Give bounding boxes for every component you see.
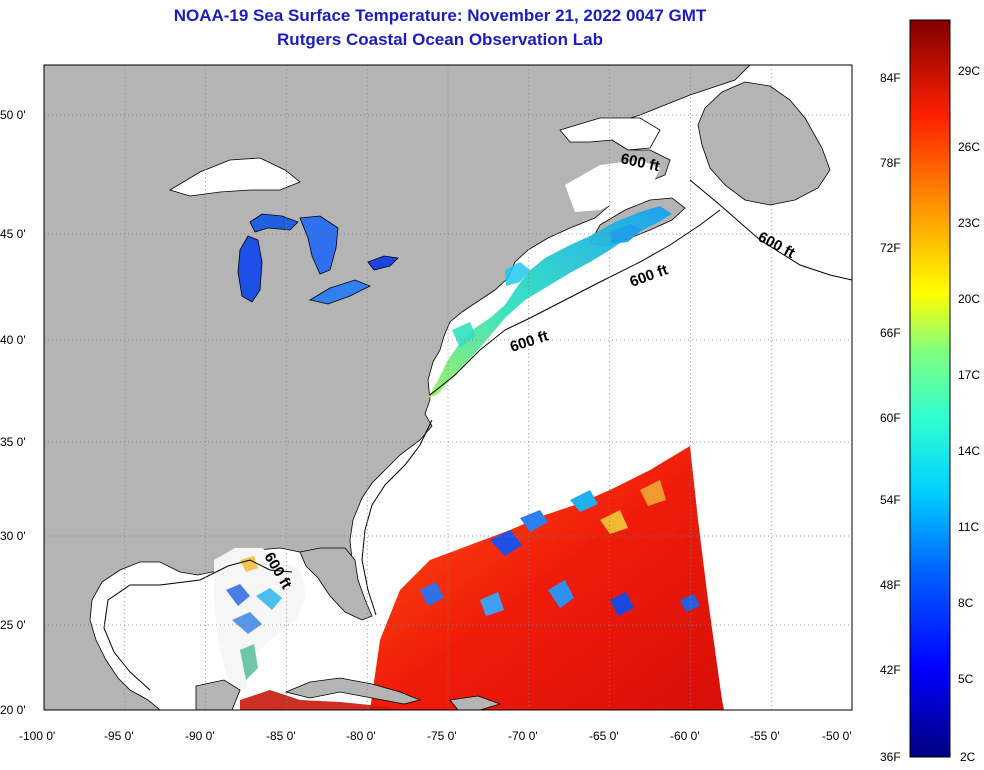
fahrenheit-label: 78F bbox=[880, 156, 901, 170]
lon-label: -60 0' bbox=[670, 729, 700, 743]
lat-label: 40 0' bbox=[0, 333, 26, 347]
celsius-label: 8C bbox=[958, 596, 974, 610]
fahrenheit-label: 42F bbox=[880, 663, 901, 677]
lon-label: -100 0' bbox=[19, 729, 55, 743]
hudson-bay-water bbox=[169, 157, 301, 197]
lon-label: -65 0' bbox=[589, 729, 619, 743]
fahrenheit-label: 48F bbox=[880, 578, 901, 592]
lon-label: -85 0' bbox=[266, 729, 296, 743]
gulf-sst bbox=[214, 548, 306, 690]
celsius-label: 17C bbox=[958, 368, 980, 382]
sst-colorbar bbox=[909, 19, 951, 758]
fahrenheit-label: 54F bbox=[880, 493, 901, 507]
celsius-label: 2C bbox=[960, 750, 976, 764]
lon-label: -70 0' bbox=[508, 729, 538, 743]
celsius-label: 20C bbox=[958, 292, 980, 306]
map-subtitle: Rutgers Coastal Ocean Observation Lab bbox=[277, 30, 603, 49]
celsius-label: 11C bbox=[958, 520, 979, 534]
cuba-land bbox=[284, 677, 422, 705]
map-frame bbox=[43, 64, 853, 711]
lat-label: 45 0' bbox=[0, 227, 26, 241]
st-lawrence-water bbox=[559, 117, 661, 151]
lon-label: -55 0' bbox=[750, 729, 780, 743]
colorbar-celsius-labels: 29C 26C 23C 20C 17C 14C 11C 8C 5C 2C bbox=[958, 64, 980, 764]
colorbar-fahrenheit-labels: 84F 78F 72F 66F 60F 54F 48F 42F 36F bbox=[880, 71, 901, 764]
yucatan-land bbox=[195, 679, 241, 710]
lat-label: 35 0' bbox=[0, 435, 26, 449]
atlantic-sst-swath bbox=[370, 446, 724, 710]
fahrenheit-label: 36F bbox=[880, 750, 901, 764]
fahrenheit-label: 66F bbox=[880, 326, 901, 340]
lon-label: -95 0' bbox=[104, 729, 134, 743]
celsius-label: 23C bbox=[958, 216, 980, 230]
caribbean-warm bbox=[240, 690, 400, 710]
fahrenheit-label: 60F bbox=[880, 411, 901, 425]
graticule bbox=[44, 65, 852, 710]
florida-land bbox=[299, 547, 373, 621]
coastal-sst bbox=[428, 206, 672, 398]
lon-label: -80 0' bbox=[346, 729, 376, 743]
lat-label: 50 0' bbox=[0, 108, 26, 122]
celsius-label: 14C bbox=[958, 444, 980, 458]
lon-axis: -100 0' -95 0' -90 0' -85 0' -80 0' -75 … bbox=[19, 729, 852, 743]
hispaniola-land bbox=[449, 695, 502, 710]
celsius-label: 29C bbox=[958, 64, 980, 78]
fahrenheit-label: 72F bbox=[880, 241, 901, 255]
lat-axis: 50 0' 45 0' 40 0' 35 0' 30 0' 25 0' 20 0… bbox=[0, 108, 26, 717]
celsius-label: 26C bbox=[958, 140, 980, 154]
lat-label: 20 0' bbox=[0, 703, 26, 717]
lon-label: -90 0' bbox=[185, 729, 215, 743]
lon-label: -75 0' bbox=[427, 729, 457, 743]
labrador-coast-water bbox=[565, 160, 660, 212]
map-title: NOAA-19 Sea Surface Temperature: Novembe… bbox=[173, 6, 707, 25]
lon-label: -50 0' bbox=[822, 729, 852, 743]
isobath-600ft bbox=[103, 179, 852, 691]
sst-cool-patches bbox=[420, 480, 700, 616]
great-lakes bbox=[237, 213, 399, 305]
fahrenheit-label: 84F bbox=[880, 71, 901, 85]
lat-label: 25 0' bbox=[0, 618, 26, 632]
celsius-label: 5C bbox=[958, 672, 974, 686]
lat-label: 30 0' bbox=[0, 529, 26, 543]
newfoundland-land bbox=[697, 81, 831, 206]
